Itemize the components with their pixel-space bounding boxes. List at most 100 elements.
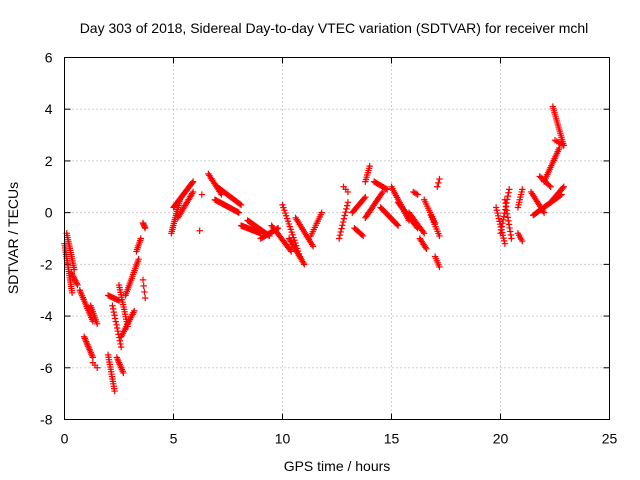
data-point [339, 222, 346, 229]
data-point [501, 206, 509, 213]
data-point [115, 297, 123, 304]
data-point [288, 248, 295, 255]
data-points [61, 103, 567, 395]
data-point [560, 183, 567, 190]
data-point [419, 228, 427, 236]
y-tick-label: -6 [40, 360, 53, 376]
data-point [500, 213, 508, 220]
data-point [135, 255, 142, 263]
data-point [414, 191, 421, 198]
data-point [361, 195, 368, 202]
x-axis-label: GPS time / hours [284, 458, 391, 474]
data-point [341, 212, 348, 219]
data-point [493, 207, 501, 214]
data-point [141, 224, 149, 232]
x-tick-label: 0 [61, 431, 69, 447]
data-point [508, 235, 515, 242]
data-point [556, 144, 563, 152]
data-point [109, 305, 117, 313]
data-point [393, 221, 401, 228]
data-point [139, 276, 147, 284]
data-point [189, 179, 196, 186]
data-point [499, 219, 506, 227]
y-axis-label: SDTVAR / TECUs [5, 182, 21, 294]
data-point [547, 183, 554, 190]
data-point [120, 369, 127, 377]
data-point [112, 318, 120, 325]
data-point [435, 179, 442, 187]
data-point [72, 277, 79, 284]
data-point [67, 268, 75, 276]
y-tick-label: 4 [45, 101, 53, 117]
data-point [116, 337, 124, 344]
data-point [70, 273, 77, 280]
x-tick-label: 10 [275, 431, 291, 447]
data-point [113, 324, 121, 332]
data-point [339, 218, 347, 226]
data-point [344, 188, 352, 196]
data-point [94, 320, 101, 328]
data-point [413, 190, 420, 197]
data-point [337, 228, 344, 236]
data-point [189, 188, 197, 196]
data-point [111, 312, 118, 319]
data-point [198, 191, 206, 198]
data-point [141, 288, 148, 296]
data-point [342, 208, 349, 216]
data-point [110, 308, 118, 316]
data-point [505, 189, 512, 196]
data-point [70, 274, 78, 282]
data-point [500, 234, 507, 242]
y-tick-labels: -8 -6 -4 -2 0 2 4 6 [40, 50, 53, 428]
data-point [72, 278, 80, 286]
x-tick-label: 15 [384, 431, 400, 447]
data-point [560, 142, 567, 149]
data-point [506, 186, 513, 193]
data-point [68, 270, 75, 277]
data-point [117, 340, 124, 348]
data-point [114, 327, 122, 335]
data-point [109, 302, 116, 309]
data-point [383, 186, 391, 193]
data-point [436, 175, 443, 183]
x-tick-labels: 0 5 10 15 20 25 [61, 431, 618, 447]
data-point [492, 204, 500, 211]
data-point [362, 193, 369, 201]
data-point [140, 282, 147, 290]
data-point [336, 232, 344, 239]
data-point [497, 230, 504, 237]
data-point [137, 235, 144, 242]
data-point [499, 216, 507, 224]
data-point [340, 215, 348, 222]
data-point [141, 294, 149, 302]
data-point [318, 209, 325, 216]
data-point [301, 261, 308, 268]
data-point [423, 245, 430, 253]
data-point [338, 225, 345, 232]
plot-frame [64, 57, 610, 420]
data-point [422, 244, 429, 251]
data-point [196, 227, 203, 234]
data-point [68, 289, 76, 296]
data-point [111, 315, 119, 322]
x-tick-label: 5 [170, 431, 178, 447]
data-point [343, 202, 351, 209]
data-point [300, 259, 307, 267]
data-point [494, 212, 502, 220]
data-point [286, 246, 294, 254]
y-tick-label: -2 [40, 256, 53, 272]
data-point [69, 271, 76, 279]
data-point [382, 185, 390, 192]
data-point [546, 182, 553, 189]
data-point [344, 199, 352, 206]
data-point [497, 226, 505, 234]
y-tick-label: 2 [45, 153, 53, 169]
data-point [113, 321, 120, 329]
data-point [111, 387, 118, 395]
data-point [189, 178, 197, 185]
data-point [394, 222, 402, 229]
data-point [500, 237, 508, 245]
